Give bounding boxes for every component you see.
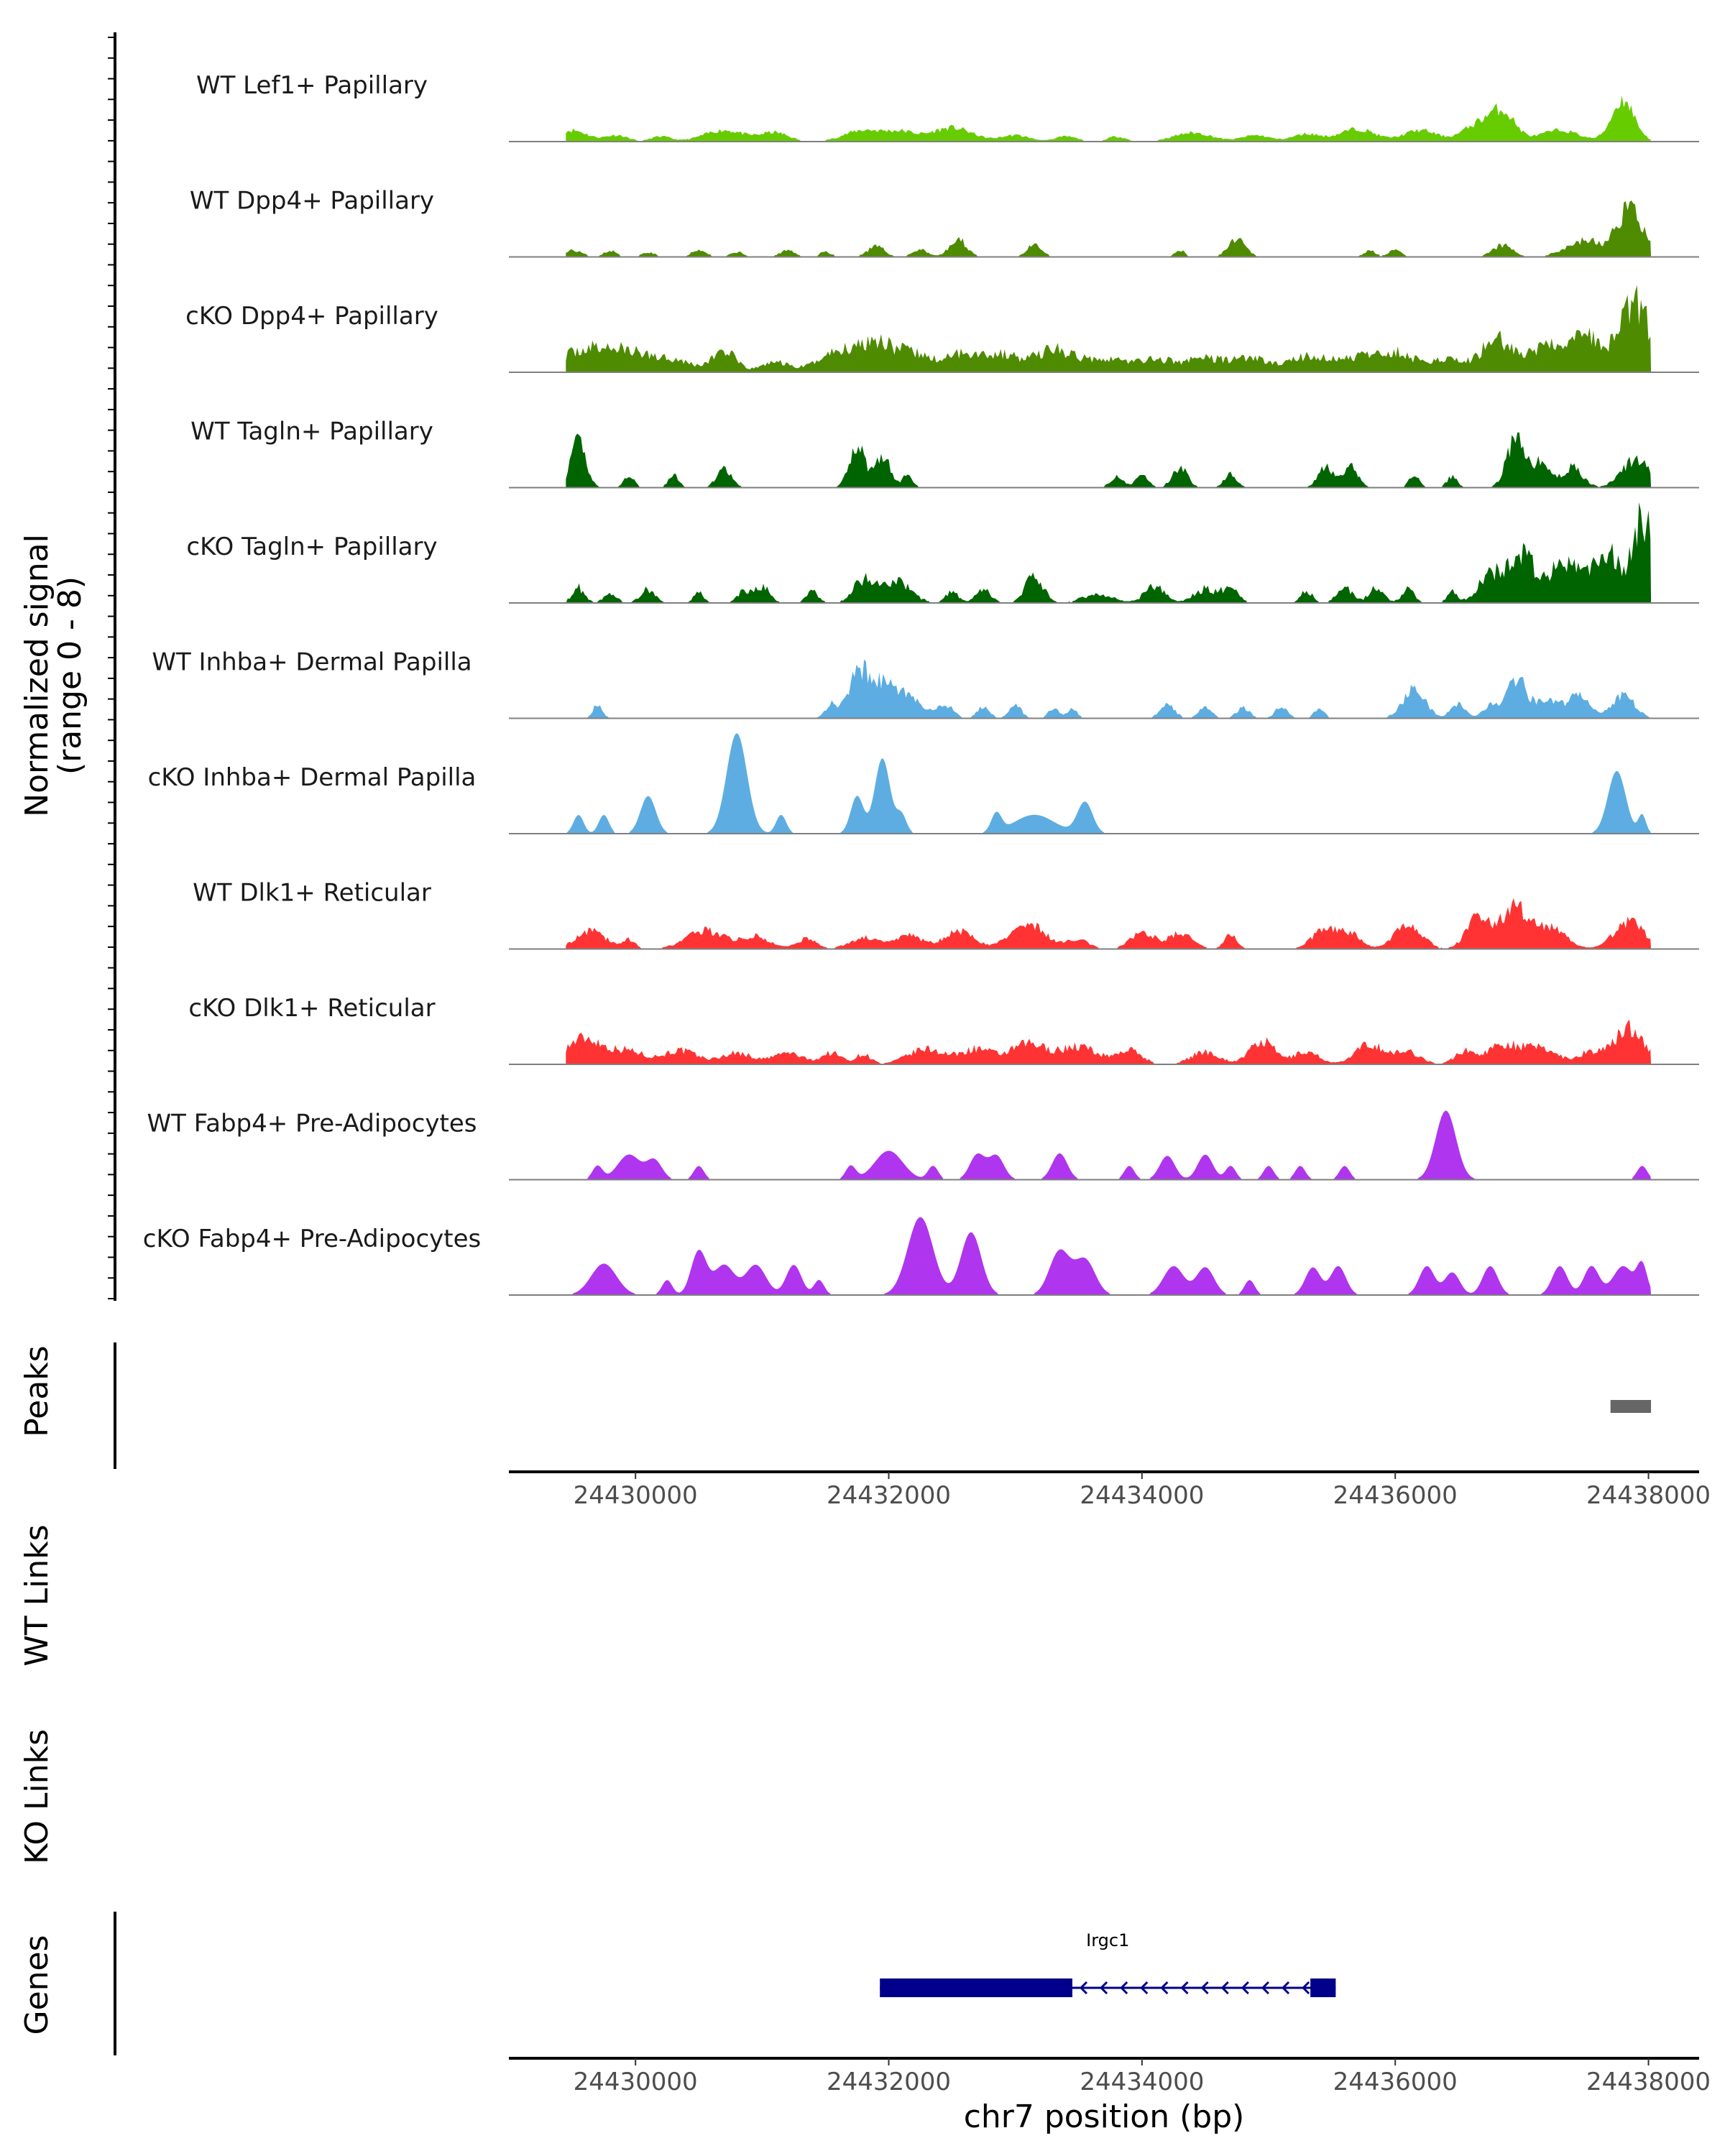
strand-arrow	[1140, 1981, 1149, 1995]
track-label: cKO Fabp4+ Pre-Adipocytes	[143, 1225, 482, 1253]
y-axis-range-label: (range 0 - 8)	[52, 576, 88, 775]
x-tick-label: 24432000	[827, 2068, 951, 2096]
strand-arrow	[1220, 1981, 1229, 1995]
track-label: WT Fabp4+ Pre-Adipocytes	[147, 1110, 477, 1138]
coverage-track: cKO Tagln+ Papillary	[186, 502, 1699, 604]
coverage-track: cKO Dpp4+ Papillary	[185, 285, 1699, 373]
y-axis-title: Normalized signal	[19, 534, 55, 817]
coverage-track: WT Dpp4+ Papillary	[190, 187, 1699, 258]
coverage-track: cKO Inhba+ Dermal Papilla	[148, 733, 1699, 834]
coverage-tracks: WT Lef1+ Papillary WT Dpp4+ Papillary cKO …	[143, 71, 1699, 1296]
strand-arrow	[1302, 1981, 1310, 1995]
coverage-area	[566, 1019, 1652, 1064]
coverage-track: WT Dlk1+ Reticular	[193, 879, 1699, 950]
strand-arrow	[1180, 1981, 1189, 1995]
coverage-area	[566, 432, 1652, 488]
coverage-area	[566, 1110, 1652, 1180]
x-tick-label: 24436000	[1333, 2068, 1458, 2096]
genes-label-group: Genes	[19, 1935, 55, 2035]
coverage-area	[566, 285, 1652, 372]
coverage-track: cKO Dlk1+ Reticular	[188, 994, 1699, 1065]
strand-arrow	[1079, 1981, 1088, 1995]
wt-links-label-group: WT Links	[19, 1524, 55, 1666]
track-label: cKO Tagln+ Papillary	[186, 533, 437, 561]
track-label: cKO Inhba+ Dermal Papilla	[148, 763, 477, 792]
coverage-y-ticks	[108, 37, 115, 1299]
coverage-track: WT Inhba+ Dermal Papilla	[152, 648, 1699, 719]
peaks-track	[1610, 1400, 1652, 1413]
peaks-label-group: Peaks	[19, 1345, 55, 1437]
wt-links-track-label: WT Links	[19, 1524, 55, 1666]
x-axis-bottom: 24430000 24432000 24434000 24436000 24438000	[509, 2057, 1711, 2096]
coverage-area	[566, 1217, 1652, 1295]
x-tick-label: 24430000	[574, 1481, 698, 1510]
peaks-track-label: Peaks	[19, 1345, 55, 1437]
peak-region	[1610, 1400, 1652, 1413]
strand-arrow	[1281, 1981, 1290, 1995]
x-tick-label: 24430000	[574, 2068, 698, 2096]
coverage-area	[566, 898, 1652, 949]
strand-arrow	[1099, 1981, 1108, 1995]
y-axis-title-group: Normalized signal (range 0 - 8)	[19, 534, 88, 817]
coverage-track: cKO Fabp4+ Pre-Adipocytes	[143, 1217, 1699, 1296]
x-tick-label: 24436000	[1333, 1481, 1458, 1510]
track-label: cKO Dlk1+ Reticular	[188, 994, 435, 1023]
track-label: WT Dlk1+ Reticular	[193, 879, 431, 908]
coverage-track: WT Fabp4+ Pre-Adipocytes	[147, 1110, 1699, 1181]
track-label: WT Tagln+ Papillary	[190, 418, 433, 446]
track-label: WT Dpp4+ Papillary	[190, 187, 434, 216]
x-tick-label: 24434000	[1080, 1481, 1204, 1510]
coverage-track: WT Lef1+ Papillary	[196, 71, 1699, 142]
genes-track: Irgc1	[880, 1930, 1336, 1997]
strand-arrow	[1120, 1981, 1128, 1995]
genes-track-label: Genes	[19, 1935, 55, 2035]
x-axis-title: chr7 position (bp)	[964, 2099, 1245, 2135]
strand-arrow	[1160, 1981, 1169, 1995]
track-label: WT Inhba+ Dermal Papilla	[152, 648, 472, 677]
x-tick-label: 24434000	[1080, 2068, 1204, 2096]
ko-links-track-label: KO Links	[19, 1729, 55, 1864]
x-tick-label: 24438000	[1586, 2068, 1711, 2096]
coverage-area	[566, 659, 1652, 719]
x-axis-top: 24430000 24432000 24434000 24436000 24438000	[509, 1470, 1711, 1510]
x-tick-label: 24432000	[827, 1481, 951, 1510]
ko-links-label-group: KO Links	[19, 1729, 55, 1864]
coverage-area	[566, 200, 1652, 257]
gene-exon	[1310, 1978, 1336, 1997]
track-label: cKO Dpp4+ Papillary	[185, 302, 438, 331]
x-tick-label: 24438000	[1586, 1481, 1711, 1510]
strand-arrow	[1261, 1981, 1269, 1995]
coverage-area	[566, 502, 1652, 603]
coverage-area	[566, 733, 1652, 834]
coverage-area	[566, 95, 1652, 142]
gene-name-label: Irgc1	[1086, 1930, 1129, 1950]
strand-arrow	[1200, 1981, 1209, 1995]
gene-exon	[880, 1978, 1072, 1997]
strand-arrow	[1241, 1981, 1249, 1995]
coverage-track: WT Tagln+ Papillary	[190, 418, 1699, 489]
track-label: WT Lef1+ Papillary	[196, 71, 428, 100]
